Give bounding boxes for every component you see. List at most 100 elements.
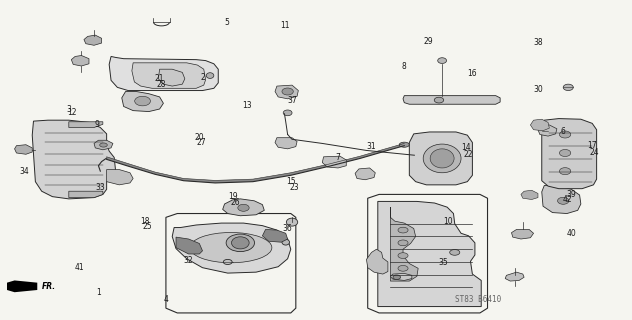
Ellipse shape [434,97,444,103]
Ellipse shape [398,227,408,233]
Ellipse shape [226,234,255,252]
Polygon shape [84,35,102,45]
Text: 6: 6 [561,127,566,136]
Text: 37: 37 [287,96,297,105]
Text: 29: 29 [423,37,433,46]
Polygon shape [275,85,298,99]
Ellipse shape [206,73,214,78]
Polygon shape [530,119,549,131]
Ellipse shape [423,144,461,173]
Text: 7: 7 [336,153,341,162]
Polygon shape [275,138,297,149]
Text: 20: 20 [195,132,204,141]
Polygon shape [94,140,113,150]
Polygon shape [222,199,264,216]
Text: 32: 32 [184,256,193,265]
Text: 16: 16 [468,69,477,78]
Ellipse shape [283,110,292,116]
Polygon shape [538,125,557,136]
Polygon shape [15,145,32,154]
Text: 15: 15 [286,177,296,186]
Text: 12: 12 [67,108,76,117]
Polygon shape [367,249,388,274]
Polygon shape [159,69,185,86]
Polygon shape [107,143,404,183]
Text: 39: 39 [566,190,576,199]
Polygon shape [511,229,533,239]
Polygon shape [69,122,103,127]
Ellipse shape [430,149,454,168]
Polygon shape [391,273,412,280]
Ellipse shape [559,131,571,138]
Text: FR.: FR. [42,282,56,291]
Text: 42: 42 [562,195,572,204]
Ellipse shape [438,58,447,63]
Text: 10: 10 [444,217,453,226]
Text: 28: 28 [157,80,166,89]
Ellipse shape [559,168,571,175]
Text: 33: 33 [95,183,105,192]
Ellipse shape [238,204,249,211]
Text: 11: 11 [280,21,289,30]
Text: 27: 27 [197,138,206,147]
Text: 23: 23 [289,183,299,192]
Text: 2: 2 [200,73,205,82]
Ellipse shape [223,260,232,265]
Text: 36: 36 [283,224,293,233]
Text: 31: 31 [367,142,376,151]
Polygon shape [505,272,524,281]
Ellipse shape [450,250,459,255]
Text: 13: 13 [242,101,252,110]
Text: 8: 8 [402,61,406,70]
Text: 1: 1 [96,288,101,297]
Ellipse shape [282,239,289,245]
Ellipse shape [231,237,249,249]
Text: 9: 9 [94,120,99,130]
Text: 26: 26 [231,197,240,206]
Ellipse shape [557,197,569,204]
Text: 17: 17 [587,141,597,150]
Text: 41: 41 [75,263,84,272]
Polygon shape [262,229,288,242]
Text: 22: 22 [464,150,473,159]
Text: 24: 24 [590,148,600,156]
Polygon shape [355,168,375,180]
Text: 25: 25 [142,222,152,231]
Text: 5: 5 [224,18,229,27]
Text: 3: 3 [66,105,71,114]
Circle shape [399,142,410,147]
Ellipse shape [563,84,573,91]
Ellipse shape [100,143,107,147]
Polygon shape [71,55,89,66]
Polygon shape [542,186,581,213]
Text: 19: 19 [228,192,238,201]
Polygon shape [173,223,291,273]
Polygon shape [7,280,37,292]
Ellipse shape [398,266,408,271]
Ellipse shape [398,253,408,259]
Ellipse shape [190,233,272,263]
Ellipse shape [393,275,401,279]
Text: 18: 18 [140,217,149,226]
Ellipse shape [398,240,408,246]
Text: 35: 35 [439,258,448,267]
Text: 4: 4 [164,295,168,304]
Ellipse shape [135,96,150,106]
Ellipse shape [286,218,298,226]
Text: 34: 34 [20,167,30,176]
Polygon shape [521,190,538,199]
Text: 14: 14 [461,143,471,152]
Polygon shape [542,119,597,189]
Polygon shape [109,56,218,91]
Polygon shape [132,63,205,88]
Ellipse shape [559,149,571,156]
Text: 21: 21 [155,74,164,83]
Text: ST83 B6410: ST83 B6410 [455,295,501,304]
Polygon shape [32,120,116,199]
Text: 40: 40 [566,229,576,238]
Polygon shape [107,170,133,185]
Text: 30: 30 [533,85,543,94]
Polygon shape [69,191,103,197]
Polygon shape [378,201,481,307]
Polygon shape [122,92,164,112]
